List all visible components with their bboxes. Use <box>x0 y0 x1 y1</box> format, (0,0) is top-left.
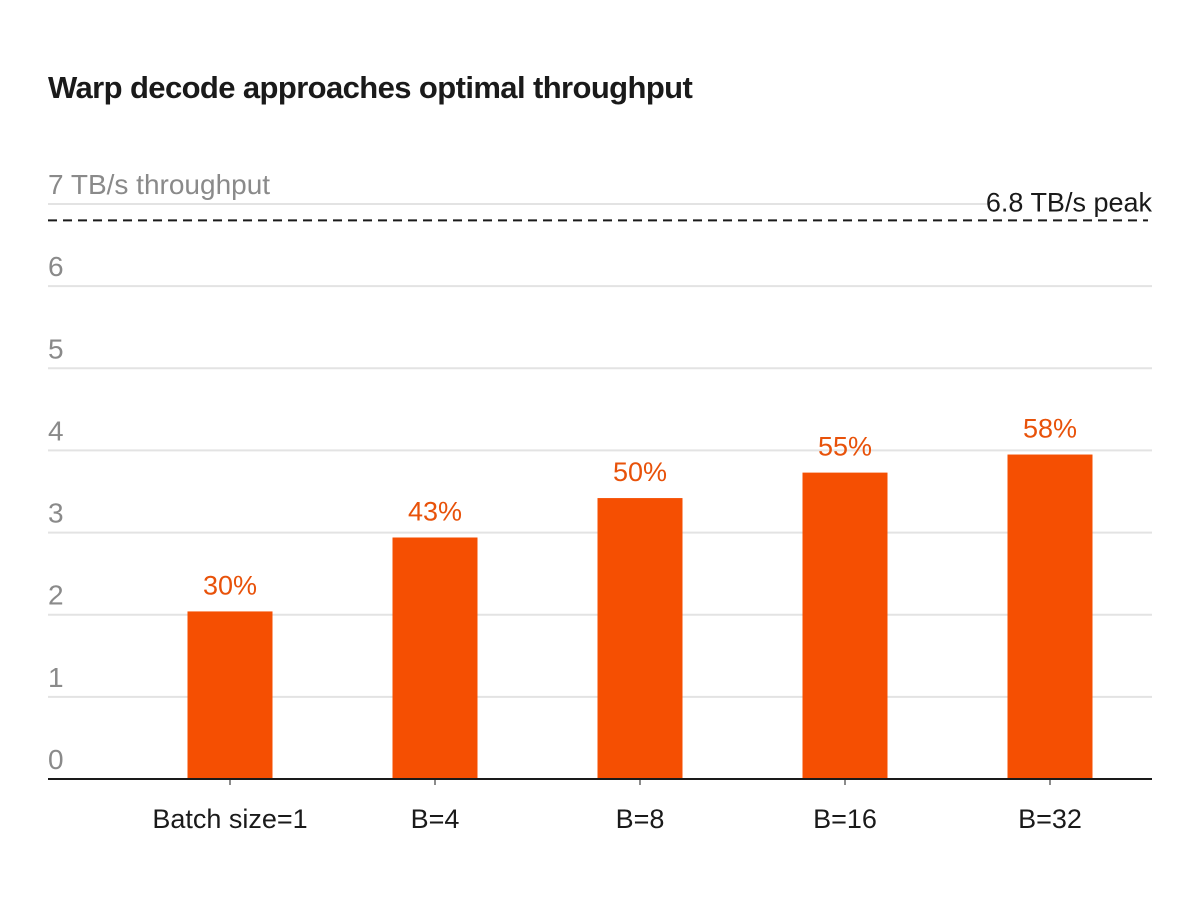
bar <box>1007 454 1093 779</box>
y-axis-ticks: 0 1 2 3 4 5 6 7 TB/s throughput <box>48 169 270 775</box>
data-labels: 30% 43% 50% 55% 58% <box>203 414 1077 601</box>
bar <box>597 498 683 779</box>
bar-value-label: 58% <box>1023 414 1077 444</box>
y-tick-label: 2 <box>48 580 64 611</box>
bar-value-label: 43% <box>408 497 462 527</box>
x-tick-label: B=8 <box>616 804 665 834</box>
y-tick-label: 7 TB/s throughput <box>48 169 270 200</box>
bar-value-label: 30% <box>203 570 257 600</box>
y-tick-label: 1 <box>48 662 64 693</box>
bar <box>802 472 888 779</box>
chart-title: Warp decode approaches optimal throughpu… <box>48 70 693 105</box>
bars <box>187 454 1093 779</box>
x-axis-ticks: Batch size=1 B=4 B=8 B=16 B=32 <box>152 779 1082 834</box>
x-tick-label: B=32 <box>1018 804 1082 834</box>
reference-line-group: 6.8 TB/s peak <box>48 187 1153 222</box>
y-tick-label: 4 <box>48 415 64 446</box>
bar <box>392 537 478 779</box>
y-tick-label: 6 <box>48 251 64 282</box>
x-tick-label: B=16 <box>813 804 877 834</box>
y-tick-label: 0 <box>48 744 64 775</box>
peak-reference-label: 6.8 TB/s peak <box>986 187 1153 217</box>
bar <box>187 611 273 779</box>
x-tick-label: B=4 <box>411 804 460 834</box>
bar-value-label: 55% <box>818 432 872 462</box>
bar-value-label: 50% <box>613 457 667 487</box>
y-tick-label: 3 <box>48 498 64 529</box>
y-tick-label: 5 <box>48 333 64 364</box>
x-tick-label: Batch size=1 <box>152 804 307 834</box>
